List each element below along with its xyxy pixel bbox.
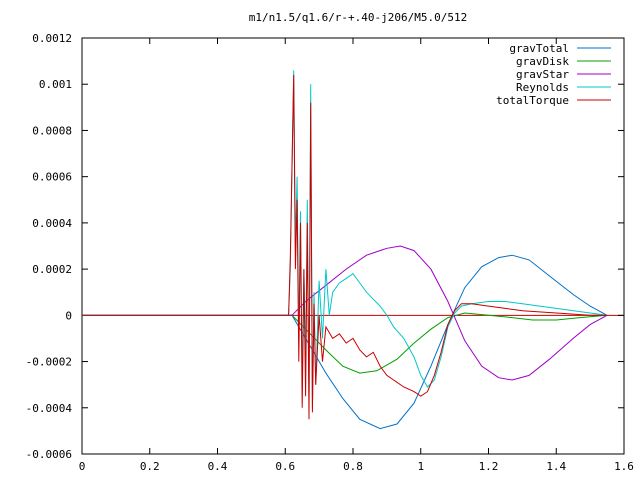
- y-tick-label: 0.0012: [32, 32, 72, 45]
- series-line-gravDisk: [82, 312, 608, 374]
- y-axis: 0.0012 0.001 0.0008 0.0006 0.0004 0.0002 0 -0.0…: [26, 32, 624, 461]
- x-tick-label: 0: [79, 460, 86, 473]
- x-axis: 0 0.2 0.4 0.6 0.8 1 1.2 1.4 1.6: [79, 38, 634, 473]
- y-tick-label: -0.0004: [26, 402, 73, 415]
- y-tick-label: -0.0002: [26, 356, 72, 369]
- x-tick-label: 0.2: [140, 460, 160, 473]
- series-line-gravStar: [82, 245, 608, 381]
- x-tick-label: 0.6: [275, 460, 295, 473]
- x-tick-label: 1.4: [546, 460, 566, 473]
- y-tick-label: -0.0006: [26, 448, 72, 461]
- legend-label-gravTotal: gravTotal: [509, 42, 569, 55]
- series-line-totalTorque: [82, 74, 608, 420]
- x-tick-label: 0.4: [208, 460, 228, 473]
- series-lines: [82, 70, 608, 430]
- x-tick-label: 1.2: [479, 460, 499, 473]
- y-tick-label: 0.001: [39, 78, 72, 91]
- legend-label-gravStar: gravStar: [516, 68, 569, 81]
- legend-label-gravDisk: gravDisk: [516, 55, 569, 68]
- y-tick-label: 0.0006: [32, 171, 72, 184]
- x-tick-label: 1: [417, 460, 424, 473]
- legend: gravTotalgravDiskgravStarReynoldstotalTo…: [496, 42, 611, 107]
- y-tick-label: 0: [65, 309, 72, 322]
- y-tick-label: 0.0004: [32, 217, 72, 230]
- x-tick-label: 1.6: [614, 460, 634, 473]
- x-tick-label: 0.8: [343, 460, 363, 473]
- y-tick-label: 0.0002: [32, 263, 72, 276]
- legend-label-totalTorque: totalTorque: [496, 94, 569, 107]
- chart-title: m1/n1.5/q1.6/r-+.40-j206/M5.0/512: [249, 11, 468, 24]
- y-tick-label: 0.0008: [32, 124, 72, 137]
- legend-label-Reynolds: Reynolds: [516, 81, 569, 94]
